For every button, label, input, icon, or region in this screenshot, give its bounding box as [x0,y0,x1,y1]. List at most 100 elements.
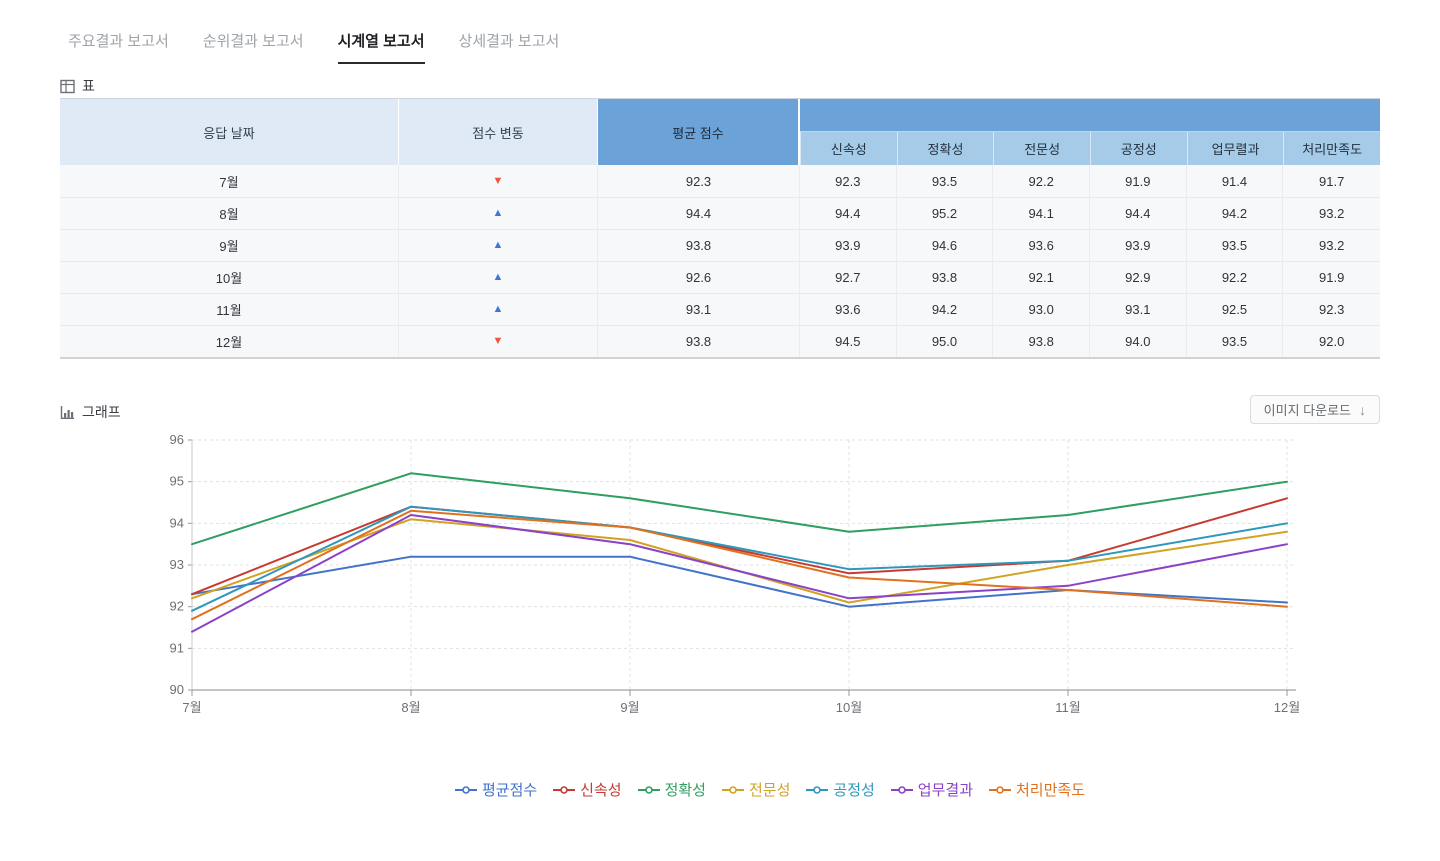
header-date: 응답 날짜 [60,99,399,165]
tab-rank-results[interactable]: 순위결과 보고서 [202,33,304,50]
cell-metric: 94.4 [1090,198,1187,229]
legend-label: 공정성 [833,782,875,799]
cell-metric: 92.0 [1319,334,1345,349]
legend-item[interactable]: 정확성 [637,779,706,800]
svg-text:94: 94 [170,515,184,530]
cell-metric: 93.5 [897,165,994,197]
cell-metric: 94.6 [897,230,994,261]
download-icon: ↓ [1359,401,1366,418]
svg-text:11월: 11월 [1055,700,1080,715]
cell-average: 93.8 [598,230,800,261]
table-section-label: 표 [60,76,95,96]
up-arrow-icon: ▲ [492,207,504,219]
table-row: 8월 ▲ 94.4 94.4 95.2 94.1 94.4 94.2 93.2 [60,197,1380,229]
svg-text:92: 92 [170,599,184,614]
table-row: 9월 ▲ 93.8 93.9 94.6 93.6 93.9 93.5 93.2 [60,229,1380,261]
image-download-label: 이미지 다운로드 [1263,403,1351,418]
legend-item[interactable]: 평균점수 [454,779,538,800]
legend-label: 처리만족도 [1016,782,1086,799]
cell-metric: 92.7 [800,262,897,293]
report-tab-bar: 주요결과 보고서 순위결과 보고서 시계열 보고서 상세결과 보고서 [68,30,559,64]
cell-change: ▲ [399,230,598,261]
cell-metric: 94.4 [800,198,897,229]
cell-change: ▲ [399,198,598,229]
cell-metric: 94.2 [1187,198,1284,229]
cell-metric: 93.2 [1319,238,1345,253]
cell-metric: 93.9 [1090,230,1187,261]
svg-text:9월: 9월 [620,700,639,715]
legend-item[interactable]: 전문성 [721,779,791,800]
cell-metric: 94.1 [993,198,1090,229]
table-row: 10월 ▲ 92.6 92.7 93.8 92.1 92.9 92.2 91.9 [60,261,1380,293]
legend-item[interactable]: 업무결과 [890,779,973,800]
line-chart: 96 95 94 93 92 91 90 7월 8월 9월 10월 11월 12월 [170,432,1301,715]
cell-date: 12월 [60,326,399,357]
cell-metric: 93.1 [1090,294,1187,325]
cell-metric: 92.3 [1319,302,1345,317]
cell-metric: 93.0 [993,294,1090,325]
bar-chart-icon [60,405,74,419]
cell-date: 7월 [60,165,399,197]
table-icon [60,79,75,93]
cell-date: 11월 [60,294,399,325]
score-table: 응답 날짜 점수 변동 평균 점수 신속성 정확성 전문성 공정성 업무렬과 처… [60,98,1380,359]
cell-average: 94.4 [598,198,800,229]
cell-date: 9월 [60,230,399,261]
cell-change: ▼ [399,326,598,357]
table-row: 12월 ▼ 93.8 94.5 95.0 93.8 94.0 93.5 92.0 [60,325,1380,357]
cell-metric: 92.5 [1187,294,1284,325]
tab-detail-results[interactable]: 상세결과 보고서 [458,33,560,50]
cell-metric: 93.6 [800,294,897,325]
cell-metric: 91.4 [1187,165,1284,197]
legend-label: 평균점수 [481,782,538,799]
header-metric-work-result: 업무렬과 [1186,132,1284,165]
graph-section-title: 그래프 [82,404,121,420]
tab-timeseries[interactable]: 시계열 보고서 [337,30,425,64]
legend-marker-icon [721,785,744,794]
cell-metric: 92.3 [800,165,897,197]
chart-area: 96 95 94 93 92 91 90 7월 8월 9월 10월 11월 12월 [150,430,1320,722]
up-arrow-icon: ▲ [492,303,504,315]
tab-main-results[interactable]: 주요결과 보고서 [68,33,169,50]
cell-metric: 93.9 [800,230,897,261]
cell-date: 8월 [60,198,399,229]
legend-item[interactable]: 신속성 [553,779,622,800]
cell-average: 92.6 [598,262,800,293]
cell-metric: 93.5 [1187,230,1284,261]
legend-item[interactable]: 공정성 [806,779,875,800]
table-body: 7월 ▼ 92.3 92.3 93.5 92.2 91.9 91.4 91.7 8월 ▲ 94.4 94… [60,165,1380,357]
svg-text:8월: 8월 [401,700,420,715]
svg-text:7월: 7월 [182,700,201,715]
svg-text:12월: 12월 [1274,700,1300,715]
up-arrow-icon: ▲ [492,239,504,251]
cell-average: 93.8 [598,326,800,357]
legend-marker-icon [806,785,829,794]
legend-label: 업무결과 [917,782,973,799]
chart-legend: 평균점수 신속성 정확성 전문성 공정성 업무결과 처리만족도 [150,779,1390,800]
cell-metric: 93.8 [897,262,994,293]
table-row: 7월 ▼ 92.3 92.3 93.5 92.2 91.9 91.4 91.7 [60,165,1380,197]
cell-metric: 93.2 [1319,206,1345,221]
down-arrow-icon: ▼ [492,335,504,347]
svg-text:93: 93 [170,557,184,572]
cell-average: 92.3 [598,165,800,197]
cell-date: 10월 [60,262,399,293]
header-metrics-group [800,99,1380,132]
cell-metric: 92.9 [1090,262,1187,293]
cell-metric: 91.9 [1090,165,1187,197]
header-average: 평균 점수 [598,99,800,165]
svg-text:91: 91 [170,640,184,655]
legend-item[interactable]: 처리만족도 [989,779,1085,800]
legend-label: 신속성 [580,782,622,799]
svg-text:90: 90 [170,682,184,697]
legend-marker-icon [553,785,576,794]
cell-metric: 92.2 [1187,262,1284,293]
legend-label: 전문성 [748,782,791,799]
cell-metric: 91.9 [1319,270,1345,285]
header-metric-speed: 신속성 [800,132,897,165]
image-download-button[interactable]: 이미지 다운로드 ↓ [1249,395,1380,424]
header-metric-fairness: 공정성 [1089,132,1187,165]
cell-metric: 93.5 [1187,326,1284,357]
legend-label: 정확성 [664,782,706,799]
